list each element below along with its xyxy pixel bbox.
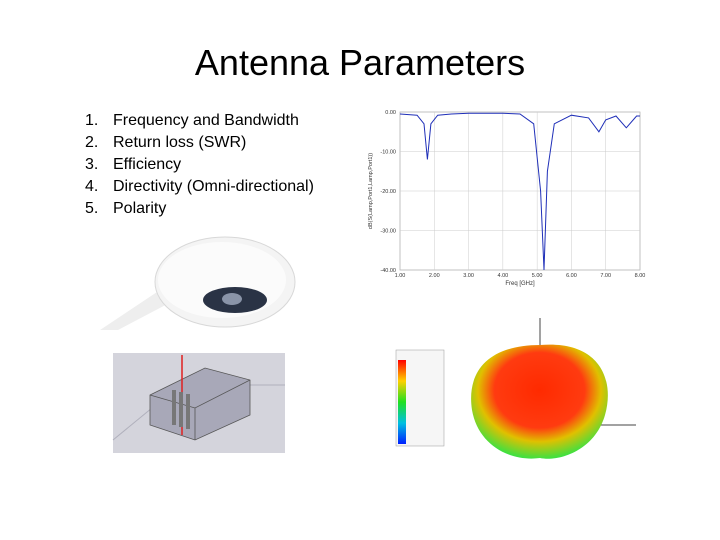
list-item: Polarity (113, 200, 167, 217)
y-tick-label: -30.00 (380, 229, 396, 235)
x-tick-label: 5.00 (532, 273, 543, 279)
y-tick-label: -40.00 (380, 268, 396, 274)
s11-plot: 0.00 -10.00 -20.00 -30.00 -40.001.00 2.00 3.00… (368, 110, 645, 287)
antenna-model (112, 353, 285, 453)
y-tick-label: -10.00 (380, 150, 396, 156)
s11-curve (399, 112, 640, 271)
x-tick-label: 6.00 (566, 273, 577, 279)
radiation-pattern (395, 318, 636, 459)
x-axis-label: Freq [GHz] (505, 281, 535, 287)
x-tick-label: 3.00 (463, 273, 474, 279)
list-item: Efficiency (113, 156, 182, 173)
list-number: 1. (85, 112, 99, 129)
slide-title: Antenna Parameters (194, 42, 526, 83)
list-item: Return loss (SWR) (113, 134, 247, 151)
x-tick-label: 1.00 (395, 273, 406, 279)
y-tick-label: 0.00 (385, 110, 396, 116)
list-number: 3. (85, 156, 99, 173)
list-item: Frequency and Bandwidth (113, 112, 299, 129)
list-number: 5. (85, 200, 99, 217)
list-number: 2. (85, 134, 99, 151)
device-photo (100, 236, 296, 330)
y-tick-label: -20.00 (380, 189, 396, 195)
x-tick-label: 2.00 (429, 273, 440, 279)
list-number: 4. (85, 178, 99, 195)
y-axis-label: dB(S(Lamp,Port1,Lamp,Port1)) (368, 153, 374, 229)
x-tick-label: 7.00 (600, 273, 611, 279)
list-item: Directivity (Omni-directional) (113, 178, 314, 195)
x-tick-label: 4.00 (497, 273, 508, 279)
x-tick-label: 8.00 (635, 273, 646, 279)
